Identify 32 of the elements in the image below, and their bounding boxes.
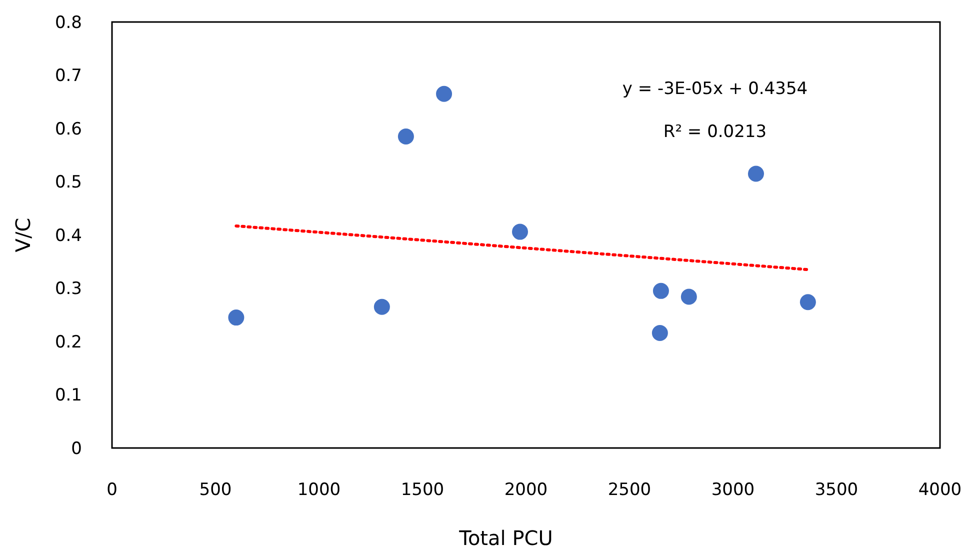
- y-tick-label: 0.8: [54, 12, 82, 33]
- x-axis-title: Total PCU: [458, 526, 553, 550]
- point: [652, 282, 669, 299]
- x-tick-label: 1000: [297, 480, 341, 500]
- y-tick-label: 0.5: [54, 172, 82, 193]
- y-tick-label: 0.7: [54, 66, 82, 86]
- annotation: R² = 0.0213: [663, 122, 767, 142]
- point: [374, 298, 390, 315]
- y-tick-label: 0.2: [54, 332, 82, 352]
- point: [652, 324, 668, 341]
- y-tick-label: 0: [71, 438, 82, 459]
- y-tick-label: 0.6: [54, 119, 82, 140]
- x-tick-label: 4000: [918, 480, 962, 500]
- x-tick-label: 3000: [711, 480, 755, 500]
- point: [228, 310, 244, 326]
- y-tick-label: 0.3: [54, 279, 82, 300]
- annotation: y = -3E-05x + 0.4354: [622, 79, 808, 99]
- x-tick-label: 2000: [504, 480, 548, 500]
- point: [748, 166, 764, 182]
- x-tick-label: 3500: [814, 480, 858, 500]
- y-tick-label: 0.1: [54, 386, 82, 406]
- x-tick-label: 2500: [608, 480, 652, 500]
- point: [512, 224, 528, 240]
- x-tick-label: 1500: [400, 480, 444, 500]
- y-tick-label: 0.4: [54, 226, 82, 246]
- x-tick-label: 0: [106, 480, 118, 500]
- point: [800, 294, 816, 310]
- point: [398, 128, 414, 144]
- point: [436, 86, 452, 102]
- y-axis-title: V/C: [11, 218, 35, 252]
- point: [680, 288, 697, 305]
- x-tick-label: 500: [199, 480, 232, 500]
